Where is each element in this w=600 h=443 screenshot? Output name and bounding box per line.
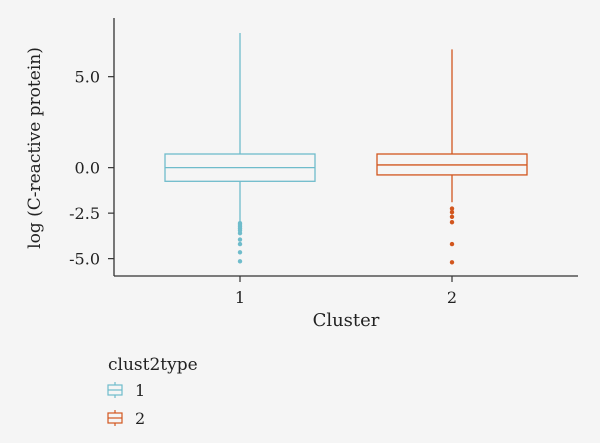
- outlier-point: [237, 230, 243, 236]
- axes: [113, 18, 578, 277]
- x-axis-label: Cluster: [313, 310, 380, 331]
- y-tick-label: -5.0: [69, 250, 100, 269]
- outlier-point: [237, 237, 243, 242]
- y-axis-label: log (C-reactive protein): [25, 47, 45, 249]
- outlier-point: [237, 241, 243, 247]
- y-tick-label: -2.5: [69, 204, 100, 223]
- legend-title: clust2type: [108, 355, 198, 375]
- outlier-point: [449, 206, 455, 211]
- legend: clust2type 12: [107, 355, 198, 428]
- y-tick-label: 5.0: [75, 68, 100, 87]
- outlier-point: [237, 259, 243, 264]
- outlier-point: [449, 214, 455, 219]
- outlier-point: [449, 241, 455, 247]
- outlier-point: [449, 210, 455, 215]
- legend-entry-2: 2: [107, 409, 145, 428]
- outlier-point: [237, 250, 243, 255]
- y-ticks: 5.0 0.0 -2.5 -5.0: [69, 68, 114, 269]
- box-cluster-1: [164, 33, 316, 264]
- legend-entry-1: 1: [107, 381, 145, 400]
- legend-label: 2: [135, 409, 145, 428]
- y-tick-label: 0.0: [75, 159, 100, 178]
- outlier-point: [449, 260, 455, 265]
- legend-label: 1: [135, 381, 145, 400]
- box-cluster-2: [376, 49, 528, 265]
- outlier-point: [449, 220, 455, 225]
- legend-entries: 12: [107, 381, 145, 428]
- x-tick-label: 1: [235, 288, 245, 307]
- x-tick-label: 2: [447, 288, 457, 307]
- boxes: [164, 33, 528, 265]
